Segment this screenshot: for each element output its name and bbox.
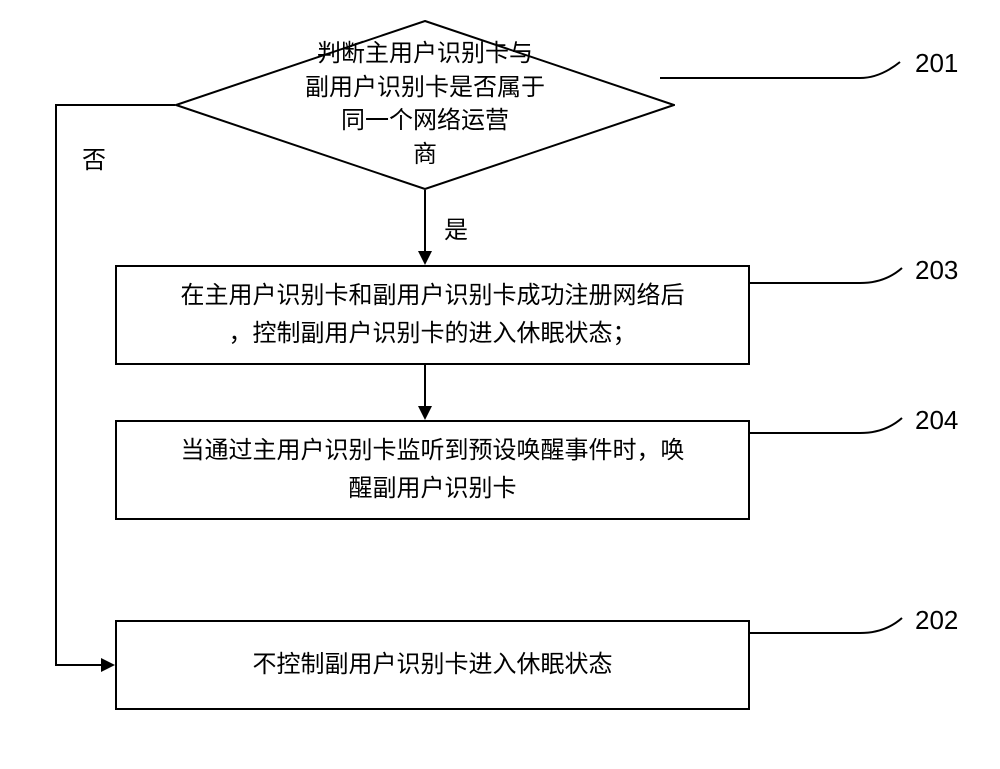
step-202: 不控制副用户识别卡进入休眠状态 bbox=[115, 620, 750, 710]
arrow-no-h1 bbox=[55, 104, 175, 106]
arrow-mid-line bbox=[424, 365, 426, 406]
step-204-text: 当通过主用户识别卡监听到预设唤醒事件时，唤 醒副用户识别卡 bbox=[181, 432, 685, 509]
step-202-text: 不控制副用户识别卡进入休眠状态 bbox=[253, 646, 613, 684]
ref-203: 203 bbox=[915, 255, 958, 286]
ref-202: 202 bbox=[915, 605, 958, 636]
step-204: 当通过主用户识别卡监听到预设唤醒事件时，唤 醒副用户识别卡 bbox=[115, 420, 750, 520]
leader-203 bbox=[750, 266, 910, 300]
leader-201 bbox=[660, 60, 910, 96]
ref-204: 204 bbox=[915, 405, 958, 436]
edge-label-no: 否 bbox=[78, 140, 110, 175]
arrow-yes-line bbox=[424, 190, 426, 251]
ref-201: 201 bbox=[915, 48, 958, 79]
arrow-no-v bbox=[55, 104, 57, 665]
step-203-text: 在主用户识别卡和副用户识别卡成功注册网络后 ，控制副用户识别卡的进入休眠状态； bbox=[181, 277, 685, 354]
arrow-mid-head bbox=[418, 406, 432, 420]
arrow-yes-head bbox=[418, 251, 432, 265]
decision-node: 判断主用户识别卡与 副用户识别卡是否属于同一个网络运营 商 bbox=[175, 20, 675, 190]
arrow-no-h2 bbox=[55, 664, 101, 666]
arrow-no-head bbox=[101, 658, 115, 672]
decision-text: 判断主用户识别卡与 副用户识别卡是否属于同一个网络运营 商 bbox=[300, 38, 550, 172]
step-203: 在主用户识别卡和副用户识别卡成功注册网络后 ，控制副用户识别卡的进入休眠状态； bbox=[115, 265, 750, 365]
edge-label-yes: 是 bbox=[440, 210, 472, 245]
leader-202 bbox=[750, 616, 910, 650]
leader-204 bbox=[750, 416, 910, 450]
